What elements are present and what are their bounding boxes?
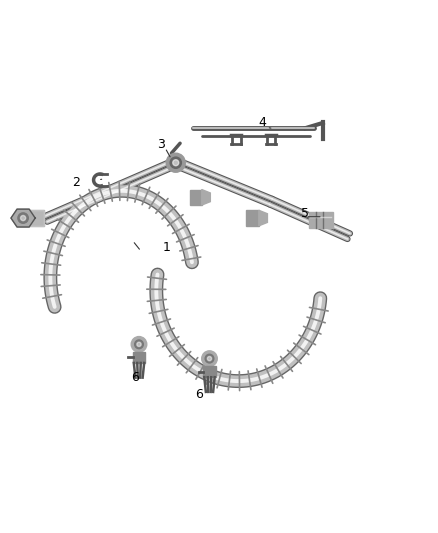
Bar [20, 211, 44, 226]
Bar [133, 352, 145, 363]
Bar [246, 211, 259, 226]
Polygon shape [202, 190, 210, 205]
Circle shape [134, 340, 143, 349]
Circle shape [166, 153, 185, 172]
Bar [308, 212, 333, 228]
Circle shape [173, 160, 179, 166]
Text: 2: 2 [72, 176, 80, 190]
Bar [203, 366, 216, 377]
Circle shape [170, 157, 181, 168]
Circle shape [202, 351, 217, 366]
Text: 1: 1 [163, 241, 171, 254]
Circle shape [18, 213, 28, 223]
Circle shape [205, 354, 214, 363]
Circle shape [207, 357, 212, 361]
Text: 6: 6 [196, 389, 204, 401]
Text: 5: 5 [301, 207, 310, 220]
Bar [190, 190, 202, 205]
Circle shape [137, 342, 141, 346]
Bar [20, 211, 44, 226]
Bar [308, 212, 333, 228]
Text: 4: 4 [258, 116, 266, 129]
Polygon shape [259, 211, 268, 226]
Polygon shape [11, 209, 35, 227]
Text: 6: 6 [131, 371, 138, 384]
Text: 3: 3 [157, 138, 165, 151]
Circle shape [131, 336, 147, 352]
Circle shape [21, 215, 26, 221]
